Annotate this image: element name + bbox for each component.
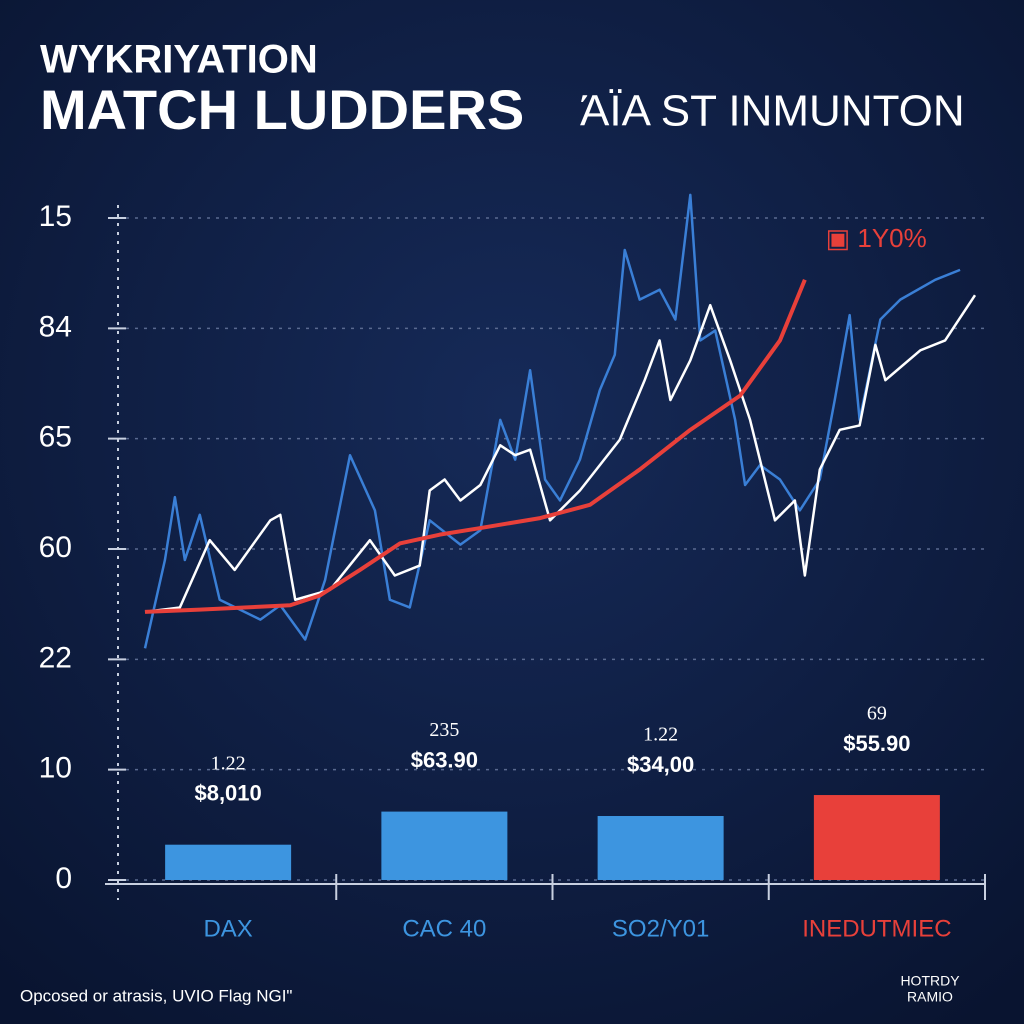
bar	[813, 795, 940, 880]
bar-top-note: 1.22	[211, 752, 246, 774]
y-tick-label: 65	[39, 421, 72, 454]
y-tick-label: 22	[39, 641, 72, 674]
footnote: Opcosed or atrasis, UVIO Flag NGI"	[20, 986, 292, 1005]
y-tick-label: 84	[39, 310, 72, 343]
logo: HOTRDY	[900, 973, 960, 989]
bar-note: $34,00	[627, 752, 694, 777]
bar-top-note: 1.22	[643, 724, 678, 746]
bar-note: $8,010	[194, 781, 261, 806]
x-tick-label: INEDUTMIEC	[802, 915, 951, 942]
x-tick-label: SO2/Y01	[612, 915, 709, 942]
bar	[165, 844, 292, 880]
logo: RAMIO	[907, 989, 953, 1005]
bar-top-note: 69	[867, 703, 887, 725]
annotation: ▣ 1Y0%	[826, 223, 927, 253]
bar	[597, 816, 724, 880]
x-tick-label: DAX	[203, 915, 252, 942]
chart-title: WYKRIYATION	[40, 38, 318, 82]
chart-subtitle: MATCH LUDDERS	[40, 78, 524, 141]
bar-note: $55.90	[843, 731, 910, 756]
chart-subtitle-extra: ΆÏA ST INMUNTON	[580, 87, 965, 136]
bar-top-note: 235	[429, 719, 459, 741]
y-tick-label: 0	[55, 862, 72, 895]
bar-note: $63.90	[411, 747, 478, 772]
x-tick-label: CAC 40	[402, 915, 486, 942]
y-tick-label: 60	[39, 531, 72, 564]
y-tick-label: 15	[39, 200, 72, 233]
y-tick-label: 10	[39, 752, 72, 785]
line-series	[144, 279, 807, 614]
bar	[381, 811, 508, 880]
line-series	[143, 193, 961, 649]
line-series	[144, 294, 977, 614]
